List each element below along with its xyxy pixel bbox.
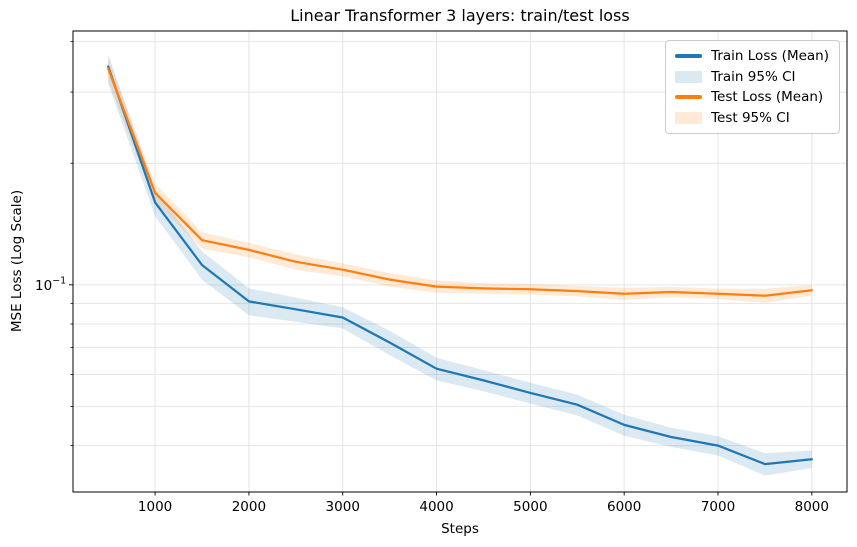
legend-item: Train 95% CI (675, 69, 829, 85)
x-tick-label: 7000 (701, 499, 735, 515)
train-line-swatch (675, 54, 703, 58)
legend-item: Test 95% CI (675, 110, 829, 126)
legend-label: Test Loss (Mean) (711, 89, 824, 105)
legend-label: Test 95% CI (711, 109, 790, 126)
chart-title: Linear Transformer 3 layers: train/test … (290, 6, 630, 25)
loss-line-test (107, 67, 813, 297)
x-tick-label: 6000 (607, 499, 641, 515)
legend-label: Train Loss (Mean) (711, 48, 829, 64)
legend-item: Test Loss (Mean) (675, 89, 829, 105)
test-ci-patch-swatch (675, 111, 703, 124)
legend-label: Train 95% CI (711, 68, 796, 85)
train-ci-patch-swatch (675, 70, 703, 83)
x-tick-label: 2000 (232, 499, 266, 515)
y-axis-label: MSE Loss (Log Scale) (9, 189, 25, 333)
x-tick-label: 1000 (138, 499, 172, 515)
legend: Train Loss (Mean) Train 95% CI Test Loss (… (665, 40, 840, 134)
y-tick-label: 10−1 (35, 275, 66, 294)
legend-item: Train Loss (Mean) (675, 48, 829, 64)
x-axis-label: Steps (441, 521, 479, 537)
x-tick-label: 8000 (795, 499, 829, 515)
x-tick-label: 4000 (419, 499, 453, 515)
x-tick-label: 5000 (513, 499, 547, 515)
loss-line-train (107, 65, 813, 466)
plot-border (72, 30, 848, 493)
x-tick-label: 3000 (326, 499, 360, 515)
test-line-swatch (675, 95, 703, 99)
